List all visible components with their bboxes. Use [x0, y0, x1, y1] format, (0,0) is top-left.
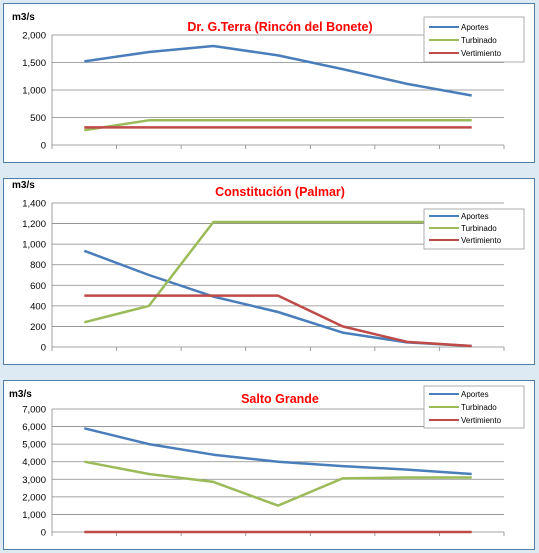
legend-label-turbinado: Turbinado [461, 403, 497, 412]
y-tick-label: 4,000 [22, 457, 46, 468]
legend-label-vertimiento: Vertimiento [461, 416, 502, 425]
y-tick-label: 0 [41, 141, 46, 152]
y-tick-label: 200 [30, 322, 46, 333]
legend-label-aportes: Aportes [461, 23, 489, 32]
series-line-turbinado [84, 460, 472, 507]
y-tick-label: 400 [30, 301, 46, 312]
y-tick-label: 500 [30, 113, 46, 124]
y-tick-label: 2,000 [22, 31, 46, 42]
y-tick-label: 1,200 [22, 219, 46, 230]
legend-label-vertimiento: Vertimiento [461, 49, 502, 58]
chart-title: Dr. G.Terra (Rincón del Bonete) [187, 20, 372, 34]
y-tick-label: 7,000 [22, 405, 46, 416]
y-tick-label: 1,000 [22, 86, 46, 97]
series-line-vertimiento [84, 294, 472, 348]
y-tick-label: 2,000 [22, 492, 46, 503]
chart-svg: m3/s Dr. G.Terra (Rincón del Bonete) 0 50… [12, 12, 525, 152]
y-tick-label: 3,000 [22, 475, 46, 486]
y-tick-label: 5,000 [22, 440, 46, 451]
y-tick-label: 1,500 [22, 58, 46, 69]
legend-label-vertimiento: Vertimiento [461, 236, 502, 245]
y-tick-label: 800 [30, 260, 46, 271]
chart-svg: m3/s Constitución (Palmar) 0 200 400 600 800… [12, 180, 525, 354]
chart-title: Salto Grande [241, 392, 319, 406]
chart-legend: Aportes Turbinado Vertimiento [423, 385, 525, 429]
y-unit-label: m3/s [9, 389, 32, 400]
y-tick-label: 0 [41, 528, 46, 539]
y-unit-label: m3/s [12, 180, 35, 191]
chart-svg: m3/s Salto Grande 0 1,000 2,000 3,000 4,000 5… [9, 385, 525, 539]
series-line-aportes [84, 44, 472, 97]
chart-panel-palmar: m3/s Constitución (Palmar) 0 200 400 600 800… [3, 178, 535, 365]
y-tick-label: 1,000 [22, 510, 46, 521]
chart-legend: Aportes Turbinado Vertimiento [423, 16, 525, 63]
series-line-aportes [84, 427, 472, 476]
chart-panel-salto-grande: m3/s Salto Grande 0 1,000 2,000 3,000 4,000 5… [3, 380, 535, 550]
chart-title: Constitución (Palmar) [215, 185, 345, 199]
y-tick-label: 1,000 [22, 240, 46, 251]
chart-legend: Aportes Turbinado Vertimiento [423, 208, 525, 250]
legend-label-aportes: Aportes [461, 212, 489, 221]
series-line-turbinado [84, 119, 472, 132]
y-tick-label: 6,000 [22, 422, 46, 433]
legend-label-turbinado: Turbinado [461, 224, 497, 233]
legend-label-turbinado: Turbinado [461, 36, 497, 45]
legend-label-aportes: Aportes [461, 390, 489, 399]
chart-panel-rincon-del-bonete: m3/s Dr. G.Terra (Rincón del Bonete) 0 50… [3, 3, 535, 163]
y-unit-label: m3/s [12, 12, 35, 23]
y-tick-label: 1,400 [22, 199, 46, 210]
series-line-turbinado [83, 220, 472, 324]
y-tick-label: 600 [30, 281, 46, 292]
y-tick-label: 0 [41, 343, 46, 354]
